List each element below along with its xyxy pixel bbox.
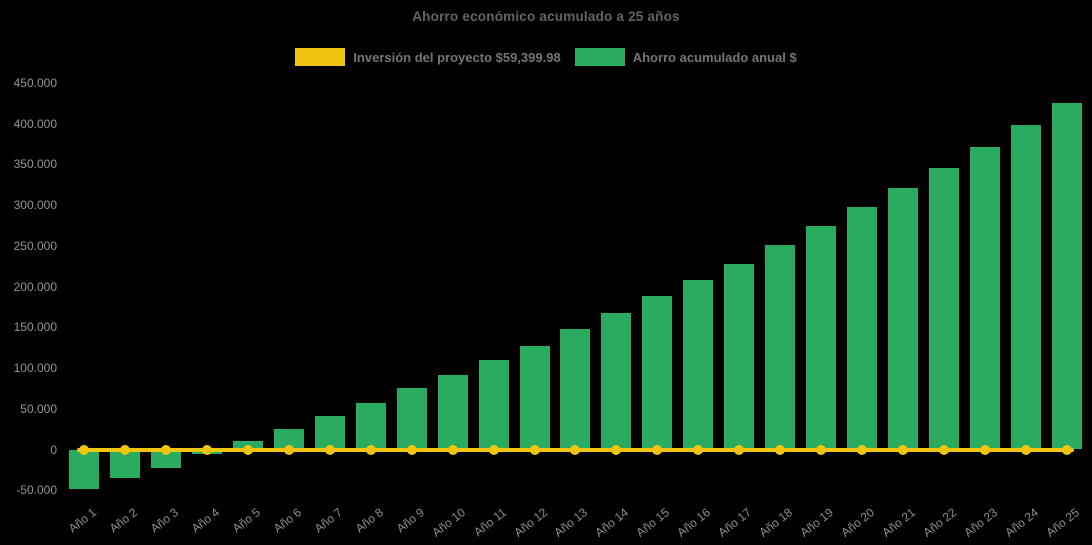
y-tick-label: 400.000 xyxy=(13,116,57,131)
bar[interactable] xyxy=(273,429,304,450)
bar[interactable] xyxy=(601,313,632,450)
legend-item-savings[interactable]: Ahorro acumulado anual $ xyxy=(574,48,797,66)
line-point-marker[interactable] xyxy=(775,444,786,455)
line-point-marker[interactable] xyxy=(365,444,376,455)
bar[interactable] xyxy=(478,359,509,450)
bar[interactable] xyxy=(928,167,959,450)
line-point-marker[interactable] xyxy=(324,444,335,455)
y-tick-label: 450.000 xyxy=(13,76,57,91)
bar[interactable] xyxy=(151,449,182,468)
line-point-marker[interactable] xyxy=(979,444,990,455)
line-point-marker[interactable] xyxy=(611,444,622,455)
line-point-marker[interactable] xyxy=(734,444,745,455)
legend-swatch-savings xyxy=(574,48,625,66)
y-tick-label: 150.000 xyxy=(13,320,57,335)
bar[interactable] xyxy=(69,449,100,490)
line-point-marker[interactable] xyxy=(161,444,172,455)
bar[interactable] xyxy=(1051,103,1082,450)
line-point-marker[interactable] xyxy=(856,444,867,455)
line-point-marker[interactable] xyxy=(938,444,949,455)
legend-label-investment: Inversión del proyecto $59,399.98 xyxy=(353,49,561,65)
bar[interactable] xyxy=(724,263,755,450)
y-tick-label: 100.000 xyxy=(13,361,57,376)
chart-legend: Inversión del proyecto $59,399.98 Ahorro… xyxy=(0,48,1092,66)
line-point-marker[interactable] xyxy=(488,444,499,455)
x-tick-label: Año 1 xyxy=(65,505,100,536)
bar[interactable] xyxy=(560,329,591,450)
bar[interactable] xyxy=(887,187,918,450)
line-point-marker[interactable] xyxy=(243,444,254,455)
bar[interactable] xyxy=(519,346,550,450)
y-tick-label: 350.000 xyxy=(13,157,57,172)
legend-swatch-investment xyxy=(295,48,346,66)
line-point-marker[interactable] xyxy=(120,444,131,455)
line-point-marker[interactable] xyxy=(202,444,213,455)
line-point-marker[interactable] xyxy=(529,444,540,455)
line-point-marker[interactable] xyxy=(79,444,90,455)
chart-title: Ahorro económico acumulado a 25 años xyxy=(412,9,680,24)
legend-label-savings: Ahorro acumulado anual $ xyxy=(632,49,797,65)
bar[interactable] xyxy=(1010,124,1041,450)
y-tick-label: 50.000 xyxy=(20,401,57,416)
bar[interactable] xyxy=(437,375,468,450)
bar[interactable] xyxy=(314,416,345,450)
y-tick-label: 200.000 xyxy=(13,279,57,294)
line-point-marker[interactable] xyxy=(447,444,458,455)
line-point-marker[interactable] xyxy=(652,444,663,455)
bar[interactable] xyxy=(683,280,714,450)
y-tick-label: -50.000 xyxy=(16,483,57,498)
bar[interactable] xyxy=(846,207,877,450)
y-tick-label: 0 xyxy=(50,442,57,457)
line-point-marker[interactable] xyxy=(897,444,908,455)
line-point-marker[interactable] xyxy=(816,444,827,455)
bar[interactable] xyxy=(765,245,796,450)
bar[interactable] xyxy=(355,402,386,450)
line-point-marker[interactable] xyxy=(1061,444,1072,455)
bar[interactable] xyxy=(396,388,427,450)
line-point-marker[interactable] xyxy=(693,444,704,455)
line-point-marker[interactable] xyxy=(406,444,417,455)
line-point-marker[interactable] xyxy=(570,444,581,455)
y-tick-label: 300.000 xyxy=(13,198,57,213)
y-tick-label: 250.000 xyxy=(13,238,57,253)
legend-item-investment[interactable]: Inversión del proyecto $59,399.98 xyxy=(295,48,561,66)
bar[interactable] xyxy=(642,296,673,450)
line-point-marker[interactable] xyxy=(1020,444,1031,455)
line-point-marker[interactable] xyxy=(283,444,294,455)
bar[interactable] xyxy=(969,147,1000,450)
bar[interactable] xyxy=(806,225,837,450)
